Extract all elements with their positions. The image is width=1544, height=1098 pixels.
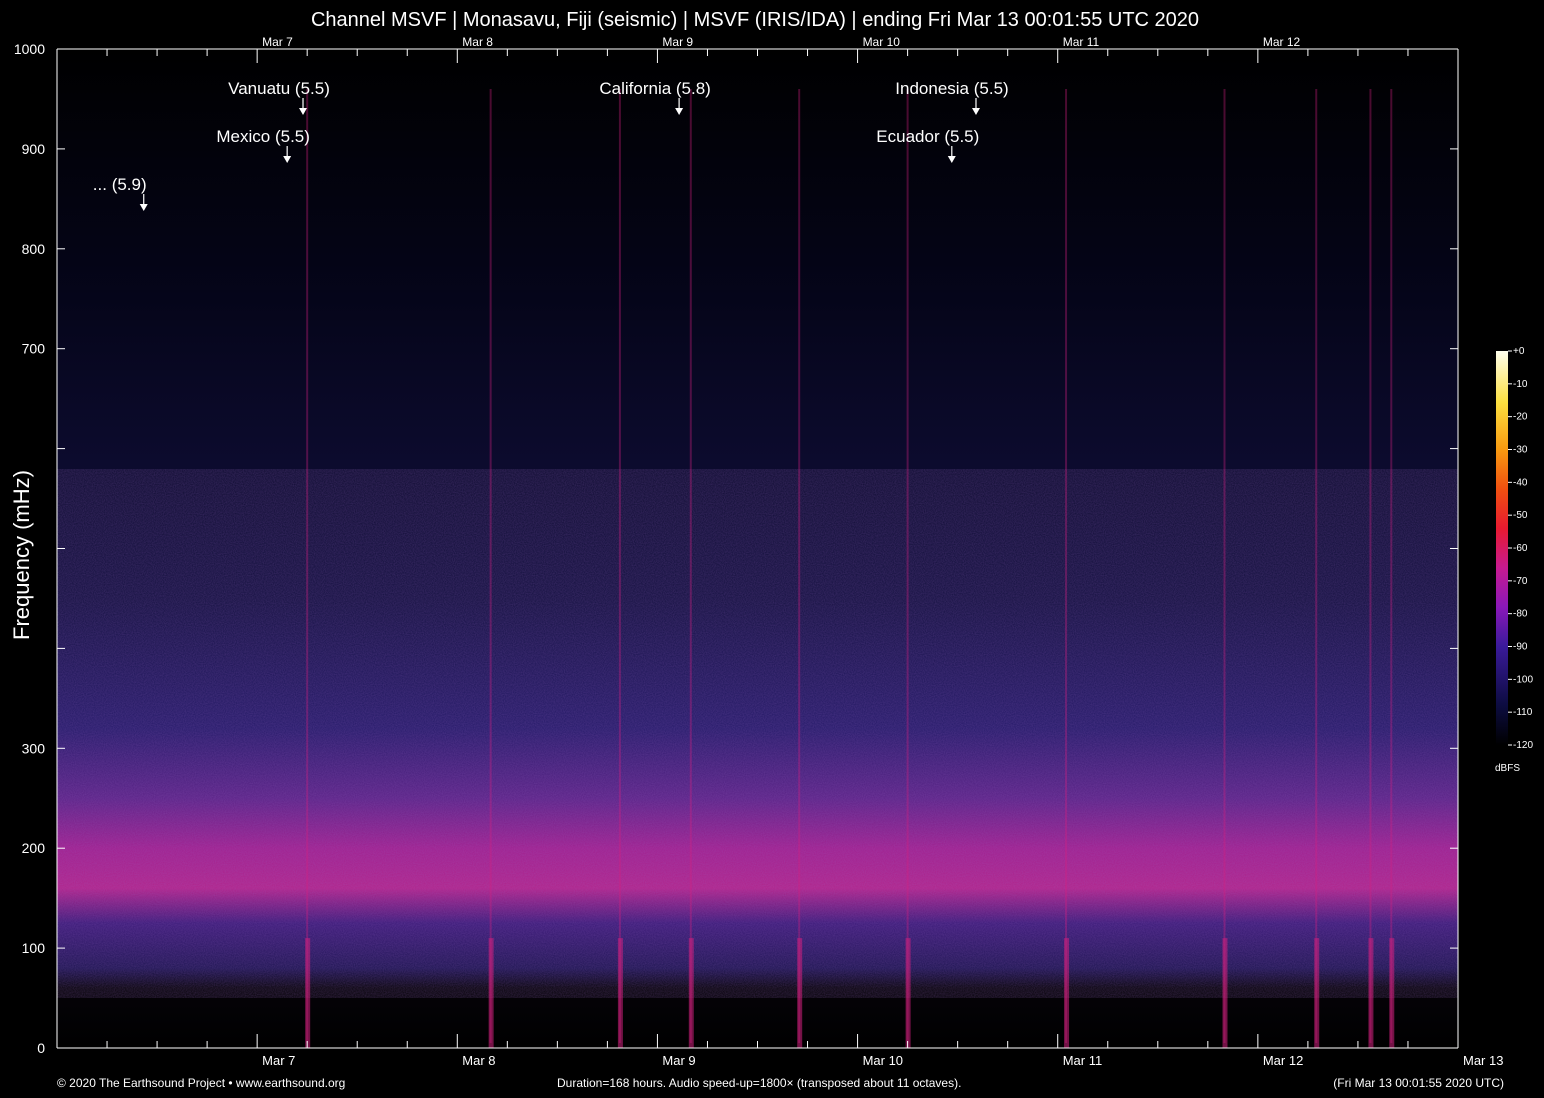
spectrogram-streak-low [488,938,494,1048]
event-label: Indonesia (5.5) [895,79,1008,98]
colorbar-tick-label: -60 [1513,543,1528,554]
y-tick-label: 800 [22,241,46,257]
spectrogram-streak [1223,89,1226,1043]
colorbar-tick-label: -70 [1513,576,1528,587]
spectrogram-streak [306,89,309,1043]
spectrogram-streak-low [905,938,911,1048]
spectrogram-streak [906,89,909,1043]
x-tick-label-top: Mar 8 [462,35,493,49]
colorbar-tick-label: -50 [1513,510,1528,521]
y-tick-label: 700 [22,341,46,357]
x-tick-label-top: Mar 11 [1063,35,1100,49]
spectrogram-streak [1065,89,1068,1043]
colorbar-tick-label: -10 [1513,379,1528,390]
spectrogram-streak [798,89,801,1043]
y-tick-label: 900 [22,141,46,157]
y-tick-label: 300 [22,740,46,756]
colorbar-unit: dBFS [1495,763,1520,774]
spectrogram-streak [618,89,621,1043]
event-label: California (5.8) [599,79,711,98]
x-tick-label-top: Mar 9 [662,35,693,49]
colorbar-tick-label: -80 [1513,609,1528,620]
colorbar-tick-label: +0 [1513,346,1525,357]
colorbar-tick-label: -120 [1513,740,1533,751]
x-tick-label: Mar 8 [462,1053,495,1068]
event-label: Vanuatu (5.5) [228,79,330,98]
event-arrow-head [299,108,308,115]
spectrogram-streak [1390,89,1393,1043]
x-tick-label: Mar 7 [262,1053,295,1068]
spectrogram-streak-low [797,938,803,1048]
colorbar [1496,351,1508,745]
spectrogram-streak-low [1064,938,1070,1048]
spectrogram-streak-low [688,938,694,1048]
x-tick-label: Mar 12 [1263,1053,1303,1068]
x-tick-label: Mar 13 [1463,1053,1503,1068]
spectrogram-noise [57,469,1458,998]
x-tick-label: Mar 10 [863,1053,903,1068]
event-label: Mexico (5.5) [216,127,310,146]
spectrogram-streak-low [305,938,311,1048]
spectrogram-streak-low [617,938,623,1048]
event-arrow-head [947,156,956,163]
x-tick-label-top: Mar 10 [863,35,901,49]
colorbar-tick-label: -110 [1513,707,1533,718]
spectrogram-streak-low [1389,938,1395,1048]
y-tick-label: 1000 [14,41,45,57]
chart-title: Channel MSVF | Monasavu, Fiji (seismic) … [310,9,1200,31]
spectrogram-streak-low [1368,938,1374,1048]
y-tick-label: 100 [22,940,46,956]
duration-text: Duration=168 hours. Audio speed-up=1800×… [557,1076,962,1090]
event-arrow-head [675,108,684,115]
x-tick-label-top: Mar 7 [262,35,293,49]
spectrogram-streak-low [1314,938,1320,1048]
colorbar-tick-label: -20 [1513,412,1528,423]
y-tick-label: 0 [37,1040,45,1056]
event-arrow-head [971,108,980,115]
spectrogram-streak [1369,89,1372,1043]
x-tick-label: Mar 9 [662,1053,695,1068]
colorbar-tick-label: -40 [1513,477,1528,488]
copyright-text: © 2020 The Earthsound Project • www.eart… [57,1076,346,1090]
timestamp-text: (Fri Mar 13 00:01:55 2020 UTC) [1333,1076,1504,1090]
event-label: ... (5.9) [93,175,147,194]
spectrogram-streak [489,89,492,1043]
event-label: Ecuador (5.5) [876,127,979,146]
colorbar-tick-label: -100 [1513,674,1533,685]
colorbar-tick-label: -90 [1513,642,1528,653]
spectrogram-streak-low [1222,938,1228,1048]
colorbar-tick-label: -30 [1513,445,1528,456]
event-arrow-head [139,204,148,211]
x-tick-label: Mar 11 [1063,1053,1103,1068]
event-arrow-head [283,156,292,163]
spectrogram-streak [689,89,692,1043]
spectrogram-streak [1315,89,1318,1043]
y-tick-label: 200 [22,840,46,856]
x-tick-label-top: Mar 12 [1263,35,1301,49]
